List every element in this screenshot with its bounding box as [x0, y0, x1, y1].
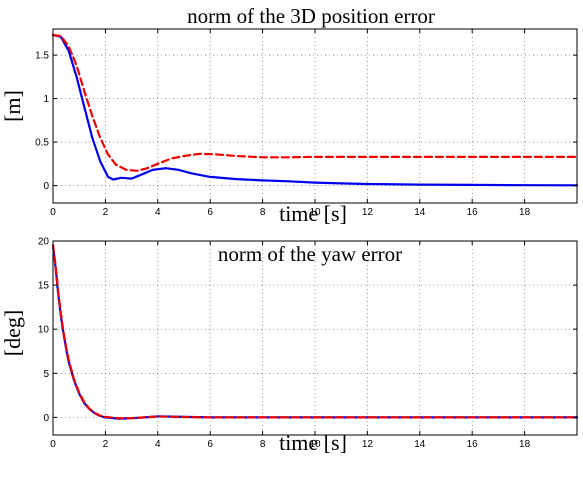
y-tick-label: 0: [43, 413, 49, 424]
y-tick-label: 20: [38, 237, 50, 248]
y-tick-label: 1: [43, 94, 49, 105]
x-tick-label: 2: [103, 439, 109, 450]
x-tick-label: 18: [519, 207, 531, 218]
y-axis-label: [deg]: [0, 310, 25, 356]
x-tick-label: 0: [50, 439, 56, 450]
x-tick-label: 6: [207, 207, 213, 218]
y-tick-label: 15: [38, 281, 50, 292]
yaw-error-plot: norm of the yaw error [deg] time [s] 0 2 4…: [0, 237, 579, 455]
x-tick-label: 10: [309, 439, 321, 450]
x-tick-label: 12: [362, 439, 374, 450]
y-tick-label: 5: [43, 369, 49, 380]
x-tick-label: 16: [467, 207, 479, 218]
y-tick-label: 0.5: [35, 138, 49, 149]
x-tick-label: 16: [467, 439, 479, 450]
x-tick-label: 6: [207, 439, 213, 450]
plot-frame: [52, 28, 578, 204]
x-tick-label: 4: [155, 439, 161, 450]
x-axis-label: time [s]: [279, 430, 347, 455]
x-tick-label: 8: [260, 207, 266, 218]
y-axis-label: [m]: [0, 90, 25, 122]
y-tick-label: 0: [43, 181, 49, 192]
chart-title: norm of the 3D position error: [187, 4, 435, 28]
x-tick-label: 18: [519, 439, 531, 450]
x-tick-label: 8: [260, 439, 266, 450]
y-tick-label: 10: [38, 325, 50, 336]
x-tick-label: 2: [103, 207, 109, 218]
x-tick-label: 12: [362, 207, 374, 218]
chart-title: norm of the yaw error: [218, 242, 402, 266]
y-tick-label: 1.5: [35, 51, 49, 62]
x-tick-label: 4: [155, 207, 161, 218]
series-line-0: [51, 34, 579, 187]
series-line-1: [51, 244, 579, 420]
series-line-1: [51, 34, 579, 172]
x-axis-label: time [s]: [279, 201, 347, 226]
position-error-plot: norm of the 3D position error [m] time […: [0, 4, 579, 226]
x-tick-label: 0: [50, 207, 56, 218]
series-line-0: [51, 244, 579, 420]
x-tick-label: 14: [414, 207, 426, 218]
x-tick-label: 14: [414, 439, 426, 450]
x-tick-label: 10: [309, 207, 321, 218]
